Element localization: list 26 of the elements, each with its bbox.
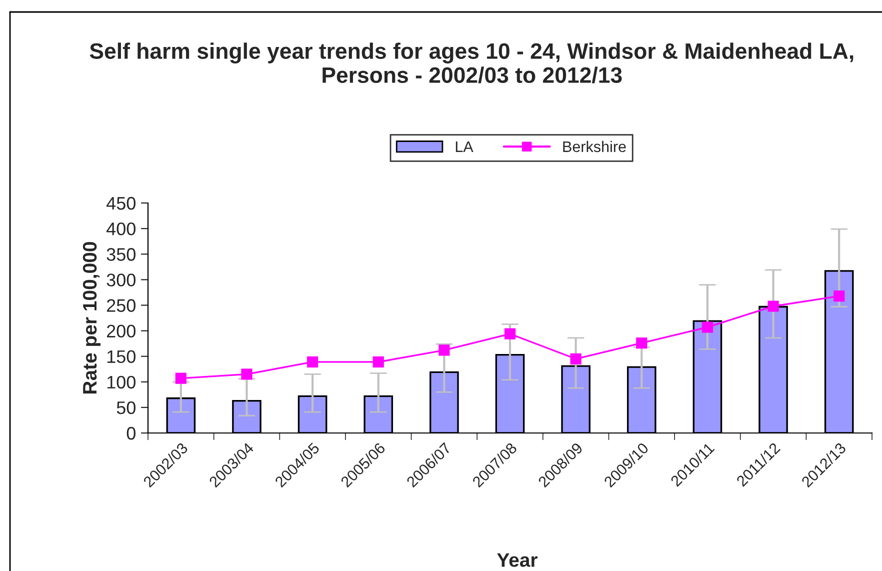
y-tick-label: 50 xyxy=(116,401,136,414)
chart-title: Self harm single year trends for ages 10 - 24, Windsor & Maidenhead LA, Persons - 2002/03 to 2012/13 xyxy=(90,42,854,84)
point xyxy=(438,344,450,356)
y-tick-label: 200 xyxy=(106,324,136,338)
y-tick-label: 300 xyxy=(106,274,136,286)
point xyxy=(306,356,318,368)
y-tick-label: 450 xyxy=(106,196,136,210)
point xyxy=(241,368,252,380)
point xyxy=(570,353,582,364)
y-tick-label: 400 xyxy=(106,222,136,236)
legend-label: Berkshire xyxy=(563,140,626,152)
x-axis-title: Year xyxy=(497,553,538,567)
point xyxy=(372,356,384,368)
y-tick-label: 150 xyxy=(107,350,136,364)
point xyxy=(175,372,186,384)
y-axis-title: Rate per 100,000 xyxy=(82,242,101,394)
y-tick-label: 100 xyxy=(107,376,136,389)
legend-label: LA xyxy=(456,141,474,152)
point xyxy=(834,290,845,302)
point xyxy=(504,328,516,340)
y-tick-label: 0 xyxy=(126,426,136,440)
point xyxy=(768,300,779,312)
y-tick-label: 350 xyxy=(106,248,136,261)
y-tick-label: 250 xyxy=(106,299,136,312)
point xyxy=(702,322,714,333)
point xyxy=(636,337,648,349)
